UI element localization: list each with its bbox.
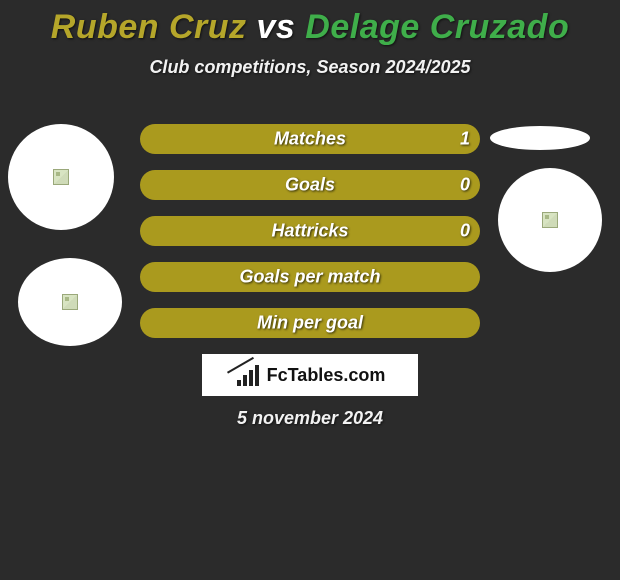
decorative-ellipse bbox=[490, 126, 590, 150]
bar-label: Goals per match bbox=[239, 267, 380, 288]
image-placeholder-icon bbox=[62, 294, 78, 310]
bar-label: Hattricks bbox=[271, 221, 348, 242]
image-placeholder-icon bbox=[53, 169, 69, 185]
player1-name: Ruben Cruz bbox=[51, 8, 247, 46]
stat-bar-row: Goals 0 bbox=[140, 170, 480, 200]
stat-bar-row: Matches 1 bbox=[140, 124, 480, 154]
fctables-logo-icon bbox=[235, 364, 261, 386]
date-text: 5 november 2024 bbox=[0, 408, 620, 429]
logo-text: FcTables.com bbox=[267, 365, 386, 386]
logo-box: FcTables.com bbox=[202, 354, 418, 396]
bar-value-right: 0 bbox=[460, 175, 470, 196]
subtitle: Club competitions, Season 2024/2025 bbox=[0, 57, 620, 78]
vs-text: vs bbox=[257, 8, 296, 46]
player1-club-avatar bbox=[18, 258, 122, 346]
stat-bar-row: Min per goal bbox=[140, 308, 480, 338]
bar-segment-right bbox=[310, 170, 480, 200]
page-title: Ruben Cruz vs Delage Cruzado bbox=[0, 0, 620, 47]
bar-label: Min per goal bbox=[257, 313, 363, 334]
player2-avatar bbox=[498, 168, 602, 272]
stat-bar-row: Goals per match bbox=[140, 262, 480, 292]
bar-value-right: 0 bbox=[460, 221, 470, 242]
player1-avatar bbox=[8, 124, 114, 230]
bar-value-right: 1 bbox=[460, 129, 470, 150]
player2-name: Delage Cruzado bbox=[305, 8, 569, 46]
stat-bars: Matches 1 Goals 0 Hattricks 0 Goals per match M… bbox=[140, 124, 480, 354]
bar-label: Matches bbox=[274, 129, 346, 150]
bar-label: Goals bbox=[285, 175, 335, 196]
stats-card: Ruben Cruz vs Delage Cruzado Club compet… bbox=[0, 0, 620, 580]
image-placeholder-icon bbox=[542, 212, 558, 228]
stat-bar-row: Hattricks 0 bbox=[140, 216, 480, 246]
